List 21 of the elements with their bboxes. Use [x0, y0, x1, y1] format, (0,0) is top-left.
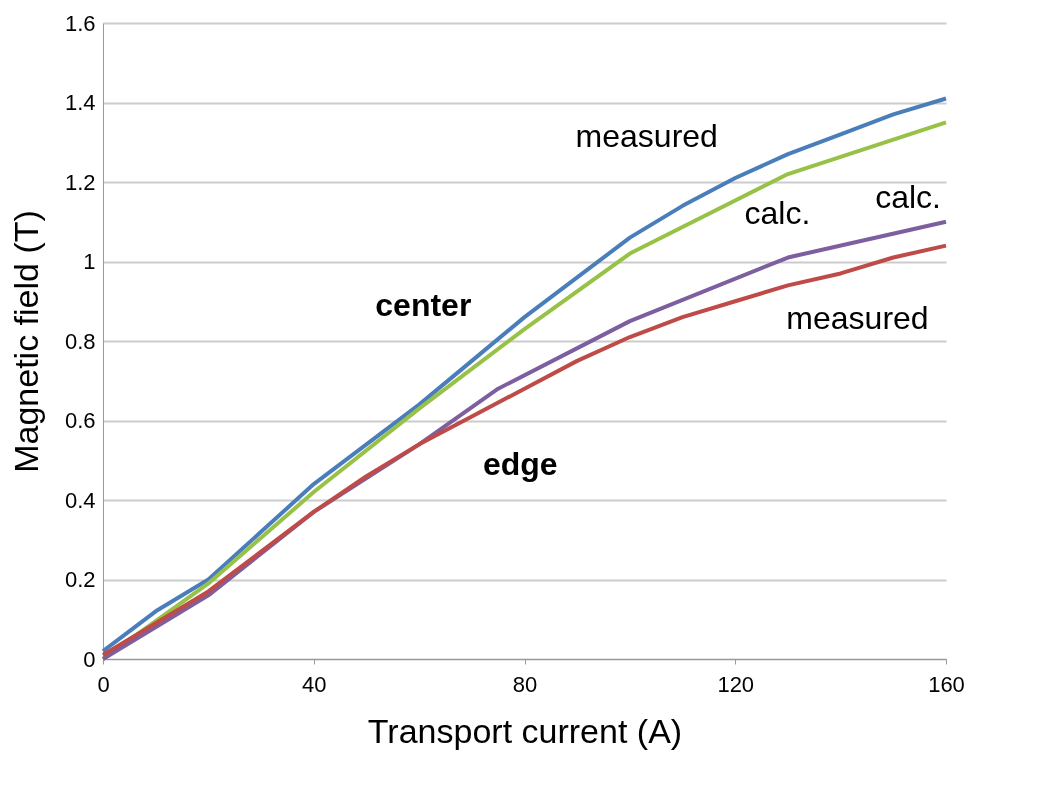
annotation: calc.	[875, 178, 941, 215]
annotation: edge	[482, 446, 558, 483]
y-tick-label: 0.4	[64, 487, 96, 513]
y-tick-label: 0.2	[64, 567, 96, 592]
x-tick-label: 40	[302, 671, 327, 697]
y-tick-label: 0.6	[64, 408, 96, 433]
y-axis-title: Magnetic field (T)	[6, 210, 45, 473]
x-tick-label: 160	[928, 671, 965, 697]
y-tick-label: 1.4	[64, 90, 96, 115]
annotation: center	[375, 287, 472, 324]
y-tick-label: 1	[83, 249, 96, 274]
annotation: calc.	[744, 194, 811, 231]
y-tick-label: 1.6	[64, 10, 96, 36]
annotation: measured	[575, 118, 718, 155]
y-tick-label: 0.8	[64, 328, 96, 354]
y-tick-label: 1.2	[64, 169, 96, 195]
annotation: measured	[786, 299, 929, 336]
x-tick-label: 120	[717, 671, 755, 697]
x-axis-title: Transport current (A)	[367, 711, 683, 750]
y-tick-label: 0	[83, 646, 96, 672]
x-tick-label: 80	[512, 671, 538, 697]
